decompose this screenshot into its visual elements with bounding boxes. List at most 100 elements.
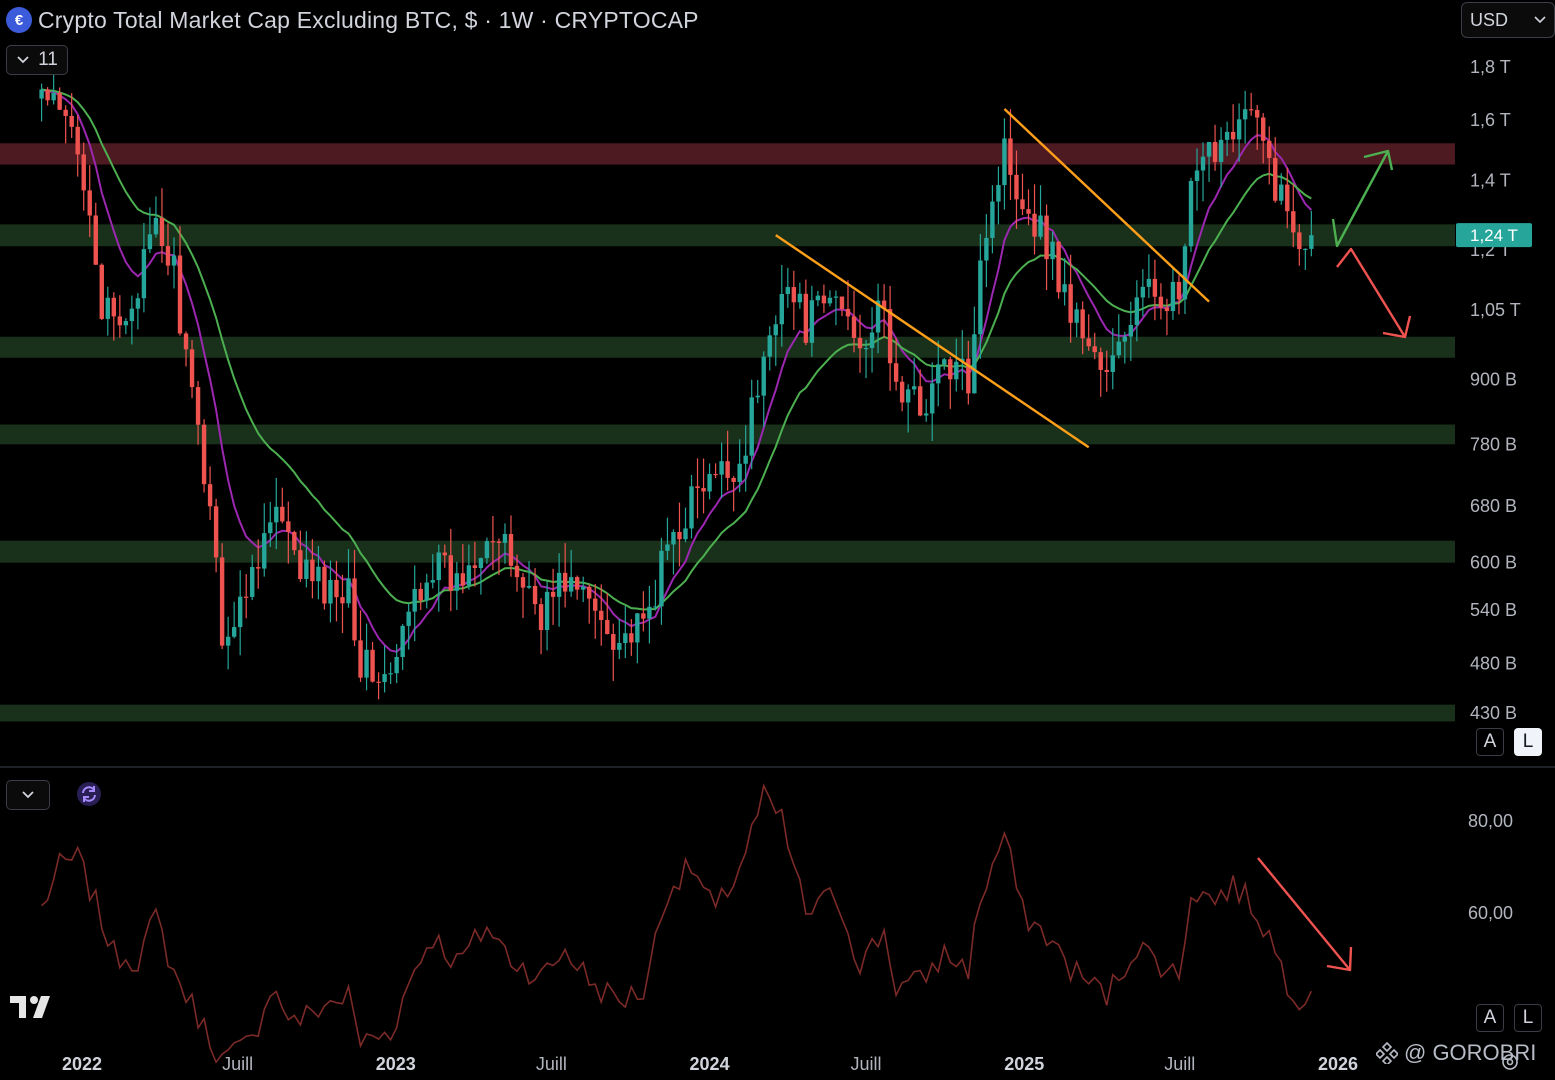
candle (1062, 258, 1067, 306)
candle-body (1002, 138, 1007, 186)
candle-body (839, 296, 845, 309)
candle-body (1044, 215, 1049, 260)
candle-body (1273, 157, 1278, 201)
candle-body (39, 89, 44, 99)
price-axis-label: 430 B (1470, 703, 1517, 723)
candle-body (286, 521, 291, 532)
candle (568, 549, 574, 597)
price-axis-label: 780 B (1470, 434, 1517, 454)
candle-body (1038, 215, 1043, 237)
candle-body (713, 473, 718, 476)
candle-body (773, 324, 778, 336)
candle (316, 545, 321, 600)
candle (743, 425, 748, 492)
candle-body (406, 611, 411, 626)
indicators-toggle-button[interactable]: 11 (6, 45, 68, 75)
candle-body (562, 572, 568, 592)
candle-body (1236, 119, 1242, 140)
candle-body (328, 579, 333, 604)
candle (996, 166, 1001, 225)
candle-body (893, 363, 899, 382)
support-zone (0, 336, 1455, 358)
candle (1044, 204, 1049, 291)
candle (346, 549, 351, 608)
candle-body (791, 287, 797, 303)
candle (87, 165, 92, 238)
candle (105, 286, 110, 336)
candle (334, 560, 339, 622)
candle-body (1230, 131, 1236, 140)
candle (1098, 347, 1103, 397)
candle (815, 290, 821, 307)
time-axis-label: 2026 (1318, 1054, 1358, 1074)
candle (1128, 301, 1134, 361)
candle-body (496, 541, 502, 543)
currency-select[interactable]: USD (1461, 2, 1555, 38)
candle (641, 591, 646, 632)
candle-body (671, 531, 676, 545)
candle-body (472, 565, 478, 569)
candle-body (1092, 346, 1097, 353)
ema-fast-line (41, 88, 1313, 653)
price-axis-label: 1,8 T (1470, 57, 1511, 77)
candle-body (833, 296, 839, 298)
candle-body (568, 577, 574, 592)
price-axis-label: 1,6 T (1470, 110, 1511, 130)
candle-body (442, 552, 447, 556)
candle (225, 616, 231, 670)
candle (556, 553, 562, 627)
candle-body (1056, 241, 1061, 293)
candle-body (869, 332, 875, 349)
candle-body (502, 534, 508, 543)
candle-body (665, 544, 670, 551)
candle (460, 544, 466, 594)
candle-body (1188, 180, 1194, 247)
price-auto-scale-button[interactable]: A (1476, 728, 1504, 756)
candle (731, 476, 736, 512)
candle-body (1218, 139, 1224, 162)
candle (707, 463, 712, 500)
chart-header: € Crypto Total Market Cap Excluding BTC,… (6, 4, 699, 36)
candle (1086, 314, 1091, 351)
candle (262, 503, 267, 577)
candle-body (334, 579, 339, 598)
candle (737, 439, 742, 493)
settings-icon[interactable] (1500, 1052, 1520, 1072)
rsi-log-scale-button[interactable]: L (1514, 1004, 1542, 1032)
candle-body (911, 386, 917, 390)
candle (1116, 314, 1121, 359)
candle-body (737, 463, 742, 482)
candle-body (394, 656, 399, 674)
candle (1014, 150, 1019, 229)
candle-body (990, 201, 995, 238)
candle-body (177, 255, 183, 334)
candle-body (695, 486, 700, 488)
candle-body (954, 361, 959, 380)
trendlines-layer (775, 108, 1210, 449)
candle (773, 315, 778, 366)
candle-body (659, 550, 664, 607)
candle (593, 583, 598, 639)
candle (1152, 259, 1158, 321)
candle-body (412, 588, 417, 612)
candle (761, 351, 766, 427)
candle (304, 531, 309, 588)
candle (1008, 109, 1013, 201)
candle-body (1164, 307, 1170, 312)
candle (1230, 104, 1236, 153)
refresh-icon[interactable] (76, 781, 102, 807)
candle (328, 560, 333, 623)
candle (207, 466, 213, 520)
chevron-down-icon (1534, 16, 1546, 24)
price-log-scale-button[interactable]: L (1514, 728, 1542, 756)
candle (520, 573, 526, 618)
rsi-collapse-button[interactable] (6, 780, 50, 810)
candle (340, 574, 345, 634)
candle-body (683, 528, 688, 540)
candle-body (370, 649, 375, 682)
rsi-auto-scale-button[interactable]: A (1476, 1004, 1504, 1032)
candle (1080, 301, 1085, 355)
candle (1261, 113, 1266, 164)
